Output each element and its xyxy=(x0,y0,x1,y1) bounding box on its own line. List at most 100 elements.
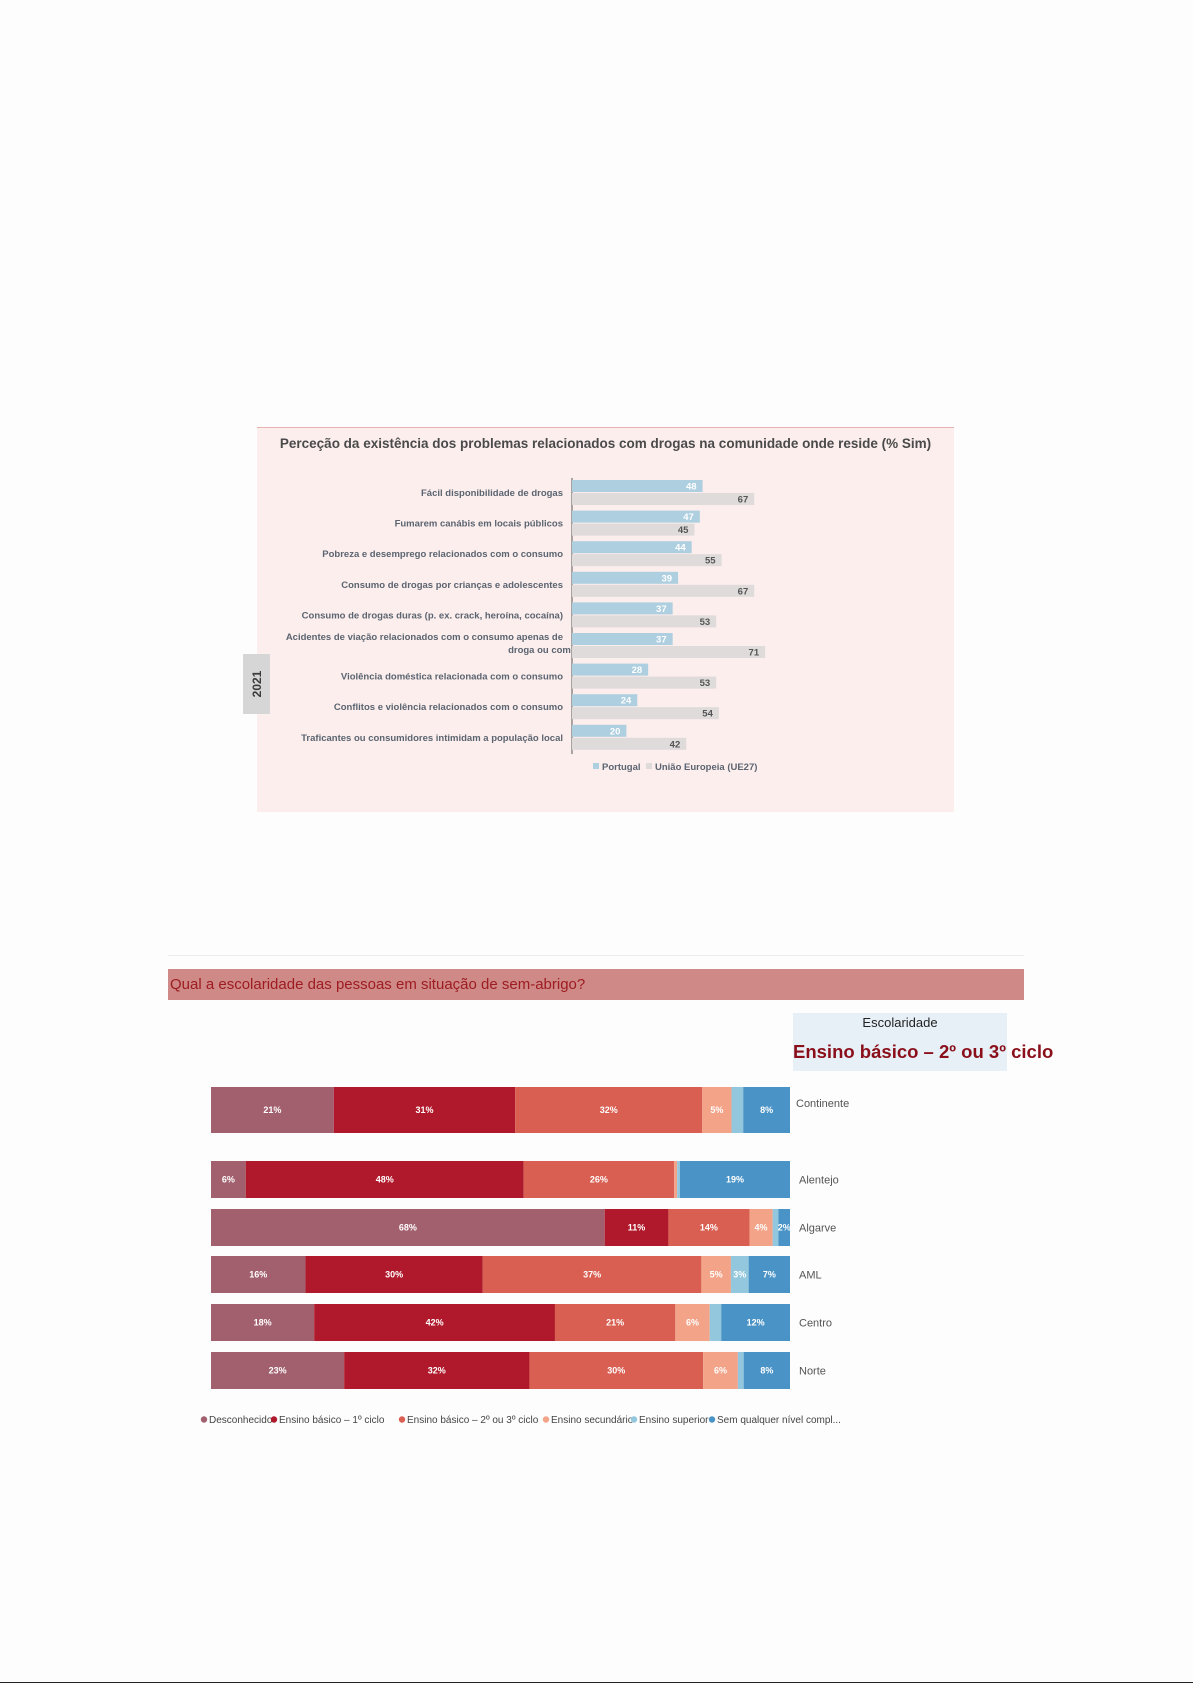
bar-portugal xyxy=(572,571,679,584)
segment-value-label: 11% xyxy=(628,1223,646,1233)
stacked-segment xyxy=(314,1304,555,1341)
bar-portugal xyxy=(572,663,649,676)
stacked-segment xyxy=(737,1352,744,1389)
segment-value-label: 8% xyxy=(760,1366,773,1376)
region-label: Algarve xyxy=(799,1223,836,1235)
segment-value-label: 32% xyxy=(428,1366,446,1376)
stacked-segment xyxy=(702,1087,732,1133)
legend-label: Sem qualquer nível compl... xyxy=(717,1415,841,1426)
legend-portugal-label: Portugal xyxy=(602,762,641,773)
bar-ue27 xyxy=(572,707,719,720)
chart1-category-label: Traficantes ou consumidores intimidam a … xyxy=(301,733,563,744)
stacked-segment xyxy=(211,1161,246,1198)
stacked-row: 16% 30% 37% 5% 3% 7% AML xyxy=(211,1256,822,1293)
bar-portugal-value: 39 xyxy=(662,573,673,584)
segment-value-label: 48% xyxy=(376,1175,394,1185)
stacked-segment xyxy=(554,1304,676,1341)
region-label: Centro xyxy=(799,1318,832,1330)
bar-portugal xyxy=(572,633,673,645)
stacked-segment xyxy=(675,1304,710,1341)
bar-ue27 xyxy=(572,615,717,628)
stacked-row: 68% 11% 14% 4% 2% Algarve xyxy=(211,1209,836,1246)
chart1-row: Fácil disponibilidade de drogas 48 67 xyxy=(421,480,755,506)
stacked-segment xyxy=(743,1352,790,1389)
stacked-segment xyxy=(211,1209,605,1246)
stacked-segment xyxy=(748,1256,790,1293)
stacked-row: 23% 32% 30% 6% 8% Norte xyxy=(211,1352,826,1389)
region-label: AML xyxy=(799,1270,822,1282)
segment-value-label: 5% xyxy=(710,1105,723,1115)
bar-portugal xyxy=(572,541,692,554)
legend-dot xyxy=(200,1416,208,1423)
stacked-row: 6% 48% 26% 19% Alentejo xyxy=(211,1161,839,1198)
legend-label: Ensino básico – 1º ciclo xyxy=(279,1415,385,1426)
segment-value-label: 30% xyxy=(607,1366,625,1376)
segment-value-label: 26% xyxy=(590,1175,608,1185)
segment-value-label: 68% xyxy=(399,1223,417,1233)
bar-ue27 xyxy=(572,646,766,658)
education-filter-card[interactable]: Escolaridade Ensino básico – 2º ou 3º ci… xyxy=(793,1013,1054,1071)
stacked-segment xyxy=(211,1352,345,1389)
stacked-segment xyxy=(709,1304,722,1341)
chart1-row: Consumo de drogas por crianças e adolesc… xyxy=(341,571,755,597)
card-value: Ensino básico – 2º ou 3º ciclo xyxy=(793,1041,1054,1062)
segment-value-label: 32% xyxy=(600,1105,618,1115)
page-footer-line xyxy=(0,1682,1193,1683)
chart1-plot: Fácil disponibilidade de drogas 48 67 Fumar… xyxy=(286,478,766,773)
legend-dot xyxy=(398,1416,406,1423)
bar-ue27 xyxy=(572,493,755,505)
chart1-row: Conflitos e violência relacionados com o… xyxy=(334,694,719,720)
bar-portugal-value: 24 xyxy=(621,696,632,707)
stacked-row: 18% 42% 21% 6% 12% Centro xyxy=(211,1304,832,1341)
segment-value-label: 23% xyxy=(269,1366,287,1376)
stacked-segment xyxy=(604,1209,669,1246)
stacked-segment xyxy=(701,1256,731,1293)
bar-ue27 xyxy=(572,554,722,567)
segment-value-label: 3% xyxy=(733,1270,746,1280)
bar-ue27 xyxy=(572,523,695,536)
legend-portugal-swatch xyxy=(593,763,599,769)
bar-portugal xyxy=(572,602,673,615)
bar-ue27-value: 71 xyxy=(749,648,760,659)
year-tab: 2021 xyxy=(243,654,270,714)
segment-value-label: 6% xyxy=(686,1318,699,1328)
stacked-segment xyxy=(730,1256,749,1293)
stacked-segment xyxy=(679,1161,790,1198)
segment-value-label: 18% xyxy=(254,1318,272,1328)
bar-portugal xyxy=(572,694,638,707)
bar-ue27-value: 53 xyxy=(700,678,711,689)
bar-ue27-value: 53 xyxy=(700,617,711,628)
stacked-segment xyxy=(674,1161,678,1198)
stacked-segment xyxy=(721,1304,790,1341)
bar-ue27-value: 55 xyxy=(705,556,716,567)
chart1-row: Pobreza e desemprego relacionados com o … xyxy=(322,541,722,567)
segment-value-label: 4% xyxy=(755,1223,768,1233)
bar-portugal xyxy=(572,480,703,492)
segment-value-label: 7% xyxy=(763,1270,776,1280)
bar-ue27-value: 42 xyxy=(670,739,681,750)
legend-label: Ensino básico – 2º ou 3º ciclo xyxy=(407,1415,539,1426)
bar-ue27-value: 54 xyxy=(702,709,713,720)
bar-ue27 xyxy=(572,676,717,689)
bar-portugal-value: 37 xyxy=(656,635,667,646)
segment-value-label: 19% xyxy=(726,1175,744,1185)
stacked-segment xyxy=(305,1256,483,1293)
bar-ue27 xyxy=(572,737,687,750)
segment-value-label: 8% xyxy=(760,1105,773,1115)
chart1-row: Consumo de drogas duras (p. ex. crack, h… xyxy=(302,602,717,628)
stacked-segment xyxy=(749,1209,773,1246)
segment-value-label: 6% xyxy=(714,1366,727,1376)
stacked-segment xyxy=(772,1209,779,1246)
chart1-title: Perceção da existência dos problemas rel… xyxy=(279,436,932,451)
chart2-header: Qual a escolaridade das pessoas em situa… xyxy=(168,969,1024,1000)
chart1-category-label: Violência doméstica relacionada com o co… xyxy=(341,672,563,683)
stacked-segment xyxy=(778,1209,790,1246)
chart1-row: Traficantes ou consumidores intimidam a … xyxy=(301,724,687,750)
legend-ue27-swatch xyxy=(646,763,652,769)
segment-value-label: 37% xyxy=(583,1270,601,1280)
legend-label: Ensino superior xyxy=(639,1415,709,1426)
stacked-segment xyxy=(515,1087,703,1133)
chart1-category-label: Consumo de drogas duras (p. ex. crack, h… xyxy=(302,610,563,621)
legend-label: Desconhecido xyxy=(209,1415,273,1426)
legend-dot xyxy=(630,1416,638,1423)
